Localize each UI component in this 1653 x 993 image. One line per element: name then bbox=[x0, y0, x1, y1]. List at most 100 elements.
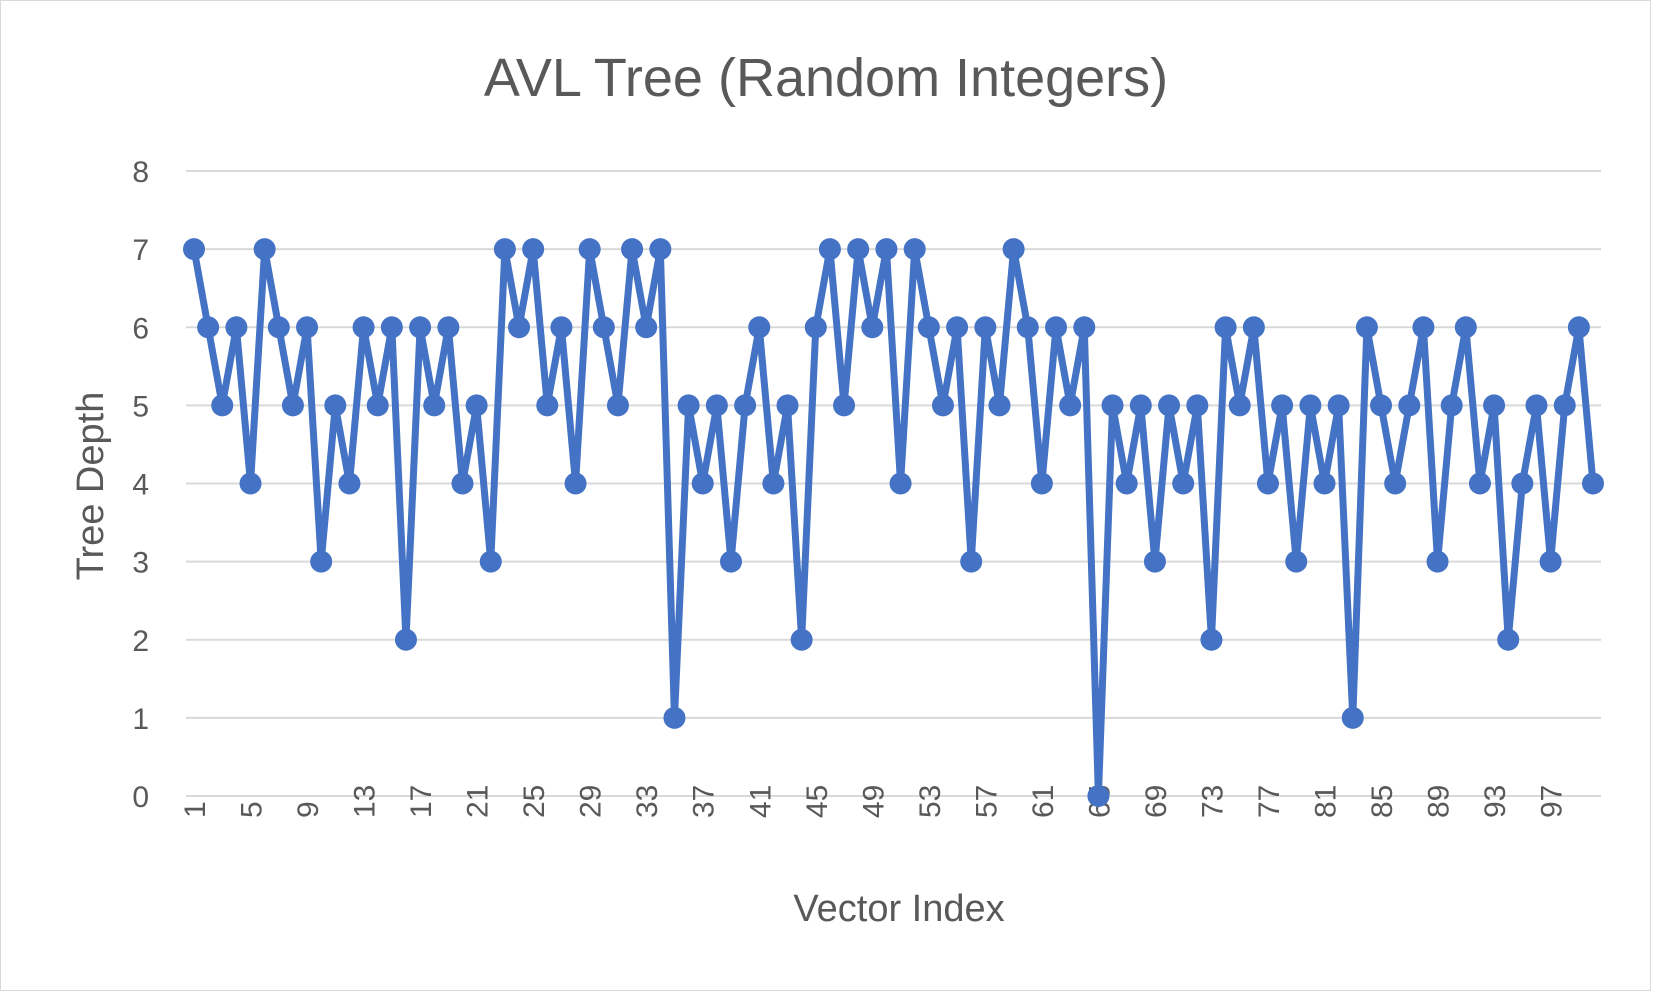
data-point bbox=[564, 472, 587, 495]
data-point bbox=[861, 316, 884, 339]
data-point bbox=[1384, 472, 1407, 495]
data-point bbox=[946, 316, 969, 339]
data-point bbox=[1186, 394, 1209, 417]
data-point bbox=[705, 394, 728, 417]
data-point bbox=[804, 316, 827, 339]
data-point bbox=[1454, 316, 1477, 339]
data-point bbox=[818, 238, 841, 261]
x-tick-label: 29 bbox=[575, 785, 608, 818]
data-point bbox=[197, 316, 220, 339]
data-point bbox=[1483, 394, 1506, 417]
series-line-0 bbox=[190, 245, 1597, 800]
data-point bbox=[1497, 628, 1520, 651]
y-axis-title: Tree Depth bbox=[70, 392, 112, 581]
x-tick-label: 13 bbox=[349, 785, 382, 818]
data-point bbox=[409, 316, 432, 339]
y-tick-label: 8 bbox=[132, 156, 149, 189]
data-point bbox=[1016, 316, 1039, 339]
data-point bbox=[847, 238, 870, 261]
data-point bbox=[1285, 550, 1308, 573]
data-point bbox=[394, 628, 417, 651]
data-point bbox=[550, 316, 573, 339]
data-point bbox=[1101, 394, 1124, 417]
x-tick-label: 5 bbox=[236, 801, 269, 818]
data-point bbox=[267, 316, 290, 339]
data-point bbox=[677, 394, 700, 417]
data-point bbox=[592, 316, 615, 339]
data-point bbox=[776, 394, 799, 417]
x-tick-label: 57 bbox=[970, 785, 1003, 818]
data-point bbox=[1370, 394, 1393, 417]
data-point bbox=[1214, 316, 1237, 339]
data-point bbox=[903, 238, 926, 261]
data-point bbox=[1158, 394, 1181, 417]
data-point bbox=[1129, 394, 1152, 417]
x-tick-label: 53 bbox=[914, 785, 947, 818]
data-point bbox=[663, 706, 686, 729]
data-point bbox=[310, 550, 333, 573]
data-point bbox=[1511, 472, 1534, 495]
data-point bbox=[211, 394, 234, 417]
data-point bbox=[1271, 394, 1294, 417]
data-point bbox=[1073, 316, 1096, 339]
data-point bbox=[253, 238, 276, 261]
x-tick-label: 85 bbox=[1366, 785, 1399, 818]
y-tick-label: 7 bbox=[132, 234, 149, 267]
data-point bbox=[1440, 394, 1463, 417]
x-tick-label: 89 bbox=[1423, 785, 1456, 818]
data-point bbox=[1228, 394, 1251, 417]
data-point bbox=[762, 472, 785, 495]
data-point bbox=[790, 628, 813, 651]
data-point bbox=[1045, 316, 1068, 339]
data-point bbox=[1242, 316, 1265, 339]
data-point bbox=[479, 550, 502, 573]
data-point bbox=[183, 238, 205, 261]
data-point bbox=[1468, 472, 1491, 495]
data-point bbox=[281, 394, 304, 417]
x-tick-label: 9 bbox=[292, 801, 325, 818]
data-point bbox=[1553, 394, 1576, 417]
data-point bbox=[960, 550, 983, 573]
x-tick-label: 33 bbox=[631, 785, 664, 818]
data-point bbox=[225, 316, 248, 339]
y-tick-label: 2 bbox=[132, 625, 149, 658]
data-point bbox=[988, 394, 1011, 417]
x-tick-label: 97 bbox=[1536, 785, 1569, 818]
data-point bbox=[536, 394, 559, 417]
x-tick-label: 17 bbox=[405, 785, 438, 818]
data-point bbox=[889, 472, 912, 495]
x-tick-label: 37 bbox=[688, 785, 721, 818]
data-point bbox=[833, 394, 856, 417]
x-tick-label: 49 bbox=[857, 785, 890, 818]
data-point bbox=[437, 316, 460, 339]
data-point bbox=[917, 316, 940, 339]
x-tick-label: 25 bbox=[518, 785, 551, 818]
data-point bbox=[1398, 394, 1421, 417]
x-tick-label: 69 bbox=[1140, 785, 1173, 818]
data-point bbox=[1412, 316, 1435, 339]
data-point bbox=[1087, 785, 1110, 807]
x-tick-label: 77 bbox=[1253, 785, 1286, 818]
x-tick-label: 21 bbox=[462, 785, 495, 818]
data-point bbox=[734, 394, 757, 417]
data-point bbox=[875, 238, 898, 261]
data-point bbox=[1059, 394, 1082, 417]
data-point bbox=[578, 238, 601, 261]
data-point bbox=[1582, 472, 1604, 495]
data-point bbox=[1341, 706, 1364, 729]
y-tick-label: 3 bbox=[132, 547, 149, 580]
data-point bbox=[606, 394, 629, 417]
x-tick-label: 81 bbox=[1310, 785, 1343, 818]
data-point bbox=[974, 316, 997, 339]
data-point bbox=[522, 238, 545, 261]
data-point bbox=[1172, 472, 1195, 495]
data-point bbox=[719, 550, 742, 573]
data-point bbox=[239, 472, 262, 495]
y-tick-label: 1 bbox=[132, 703, 149, 736]
data-point bbox=[451, 472, 474, 495]
x-axis-title: Vector Index bbox=[793, 888, 1004, 930]
data-point bbox=[493, 238, 516, 261]
data-point bbox=[1256, 472, 1279, 495]
data-point bbox=[380, 316, 403, 339]
data-point bbox=[1539, 550, 1562, 573]
